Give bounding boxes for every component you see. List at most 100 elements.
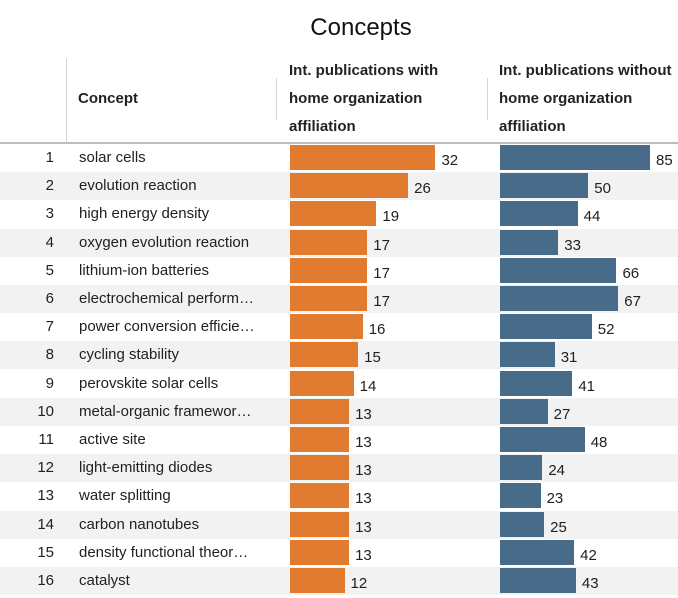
concept-label[interactable]: solar cells bbox=[79, 149, 146, 166]
concept-label[interactable]: high energy density bbox=[79, 205, 210, 223]
concept-label[interactable]: catalyst bbox=[79, 572, 130, 589]
table-row[interactable]: 3 high energy density 19 44 bbox=[0, 200, 678, 228]
header-line: home organization bbox=[499, 90, 633, 107]
column-header-without-affiliation[interactable]: Int. publications without home organizat… bbox=[499, 57, 678, 141]
concept-label[interactable]: electrochemical perform… bbox=[79, 290, 255, 307]
table-row[interactable]: 2 evolution reaction 26 50 bbox=[0, 172, 678, 201]
table-row[interactable]: 1 solar cells 32 85 bbox=[0, 144, 678, 172]
value-label-without: 44 bbox=[583, 208, 601, 226]
bar-with-affiliation[interactable] bbox=[290, 483, 350, 509]
bar-with-affiliation[interactable] bbox=[290, 342, 359, 368]
bar-with-affiliation[interactable] bbox=[290, 314, 363, 340]
concept-label[interactable]: evolution reaction bbox=[79, 177, 197, 195]
row-rank: 2 bbox=[45, 177, 54, 195]
bar-without-affiliation[interactable] bbox=[500, 145, 650, 170]
column-header-concept[interactable]: Concept bbox=[78, 90, 138, 107]
concept-label[interactable]: perovskite solar cells bbox=[79, 374, 219, 392]
value-label-with: 13 bbox=[355, 462, 372, 480]
bar-with-affiliation[interactable] bbox=[290, 455, 350, 481]
value-label-with: 17 bbox=[373, 264, 390, 282]
bar-without-affiliation[interactable] bbox=[500, 257, 617, 283]
table-row[interactable]: 16 catalyst 12 43 bbox=[0, 567, 678, 595]
concept-label[interactable]: carbon nanotubes bbox=[79, 515, 200, 533]
concept-label[interactable]: active site bbox=[79, 431, 146, 448]
concept-label[interactable]: lithium-ion batteries bbox=[79, 261, 210, 279]
row-rank: 6 bbox=[45, 290, 54, 307]
bar-without-affiliation[interactable] bbox=[500, 539, 575, 565]
value-label-without: 66 bbox=[622, 264, 640, 282]
concept-label[interactable]: oxygen evolution reaction bbox=[79, 233, 250, 251]
row-rank: 1 bbox=[45, 149, 54, 166]
bar-without-affiliation[interactable] bbox=[500, 511, 545, 537]
bar-with-affiliation[interactable] bbox=[290, 511, 350, 537]
value-label-without: 33 bbox=[564, 236, 581, 254]
concept-label[interactable]: metal-organic framewor… bbox=[79, 402, 252, 420]
value-label-without: 43 bbox=[581, 575, 599, 592]
row-rank: 7 bbox=[45, 318, 54, 336]
value-label-with: 19 bbox=[382, 208, 400, 226]
value-label-without: 85 bbox=[656, 152, 673, 169]
table-row[interactable]: 6 electrochemical perform… 17 67 bbox=[0, 285, 678, 313]
table-row[interactable]: 14 carbon nanotubes 13 25 bbox=[0, 510, 678, 539]
row-rank: 11 bbox=[38, 431, 54, 448]
table-row[interactable]: 4 oxygen evolution reaction 17 33 bbox=[0, 228, 678, 257]
table-row[interactable]: 7 power conversion efficie… 16 52 bbox=[0, 313, 678, 341]
row-rank: 12 bbox=[37, 459, 54, 477]
bar-with-affiliation[interactable] bbox=[290, 370, 354, 396]
concept-label[interactable]: cycling stability bbox=[79, 346, 180, 364]
bar-without-affiliation[interactable] bbox=[500, 173, 589, 199]
bar-with-affiliation[interactable] bbox=[290, 568, 345, 593]
bar-without-affiliation[interactable] bbox=[500, 314, 592, 340]
value-label-without: 52 bbox=[597, 321, 615, 339]
value-label-with: 13 bbox=[355, 405, 372, 423]
concept-label[interactable]: density functional theor… bbox=[79, 543, 249, 561]
concept-label[interactable]: light-emitting diodes bbox=[79, 459, 213, 477]
concept-label[interactable]: water splitting bbox=[79, 487, 171, 505]
bar-with-affiliation[interactable] bbox=[290, 173, 409, 199]
bar-without-affiliation[interactable] bbox=[500, 342, 555, 368]
bar-with-affiliation[interactable] bbox=[290, 145, 436, 170]
value-label-with: 13 bbox=[355, 490, 372, 508]
bar-without-affiliation[interactable] bbox=[500, 370, 573, 396]
row-rank: 4 bbox=[45, 233, 54, 251]
table-row[interactable]: 9 perovskite solar cells 14 41 bbox=[0, 370, 678, 398]
bar-with-affiliation[interactable] bbox=[290, 257, 368, 283]
bar-without-affiliation[interactable] bbox=[500, 483, 541, 509]
bar-with-affiliation[interactable] bbox=[290, 427, 350, 452]
bar-without-affiliation[interactable] bbox=[500, 229, 559, 255]
bar-with-affiliation[interactable] bbox=[290, 229, 368, 255]
bar-with-affiliation[interactable] bbox=[290, 286, 368, 311]
bar-with-affiliation[interactable] bbox=[290, 201, 377, 227]
value-label-with: 13 bbox=[355, 434, 372, 451]
bar-without-affiliation[interactable] bbox=[500, 568, 576, 593]
value-label-without: 24 bbox=[548, 462, 566, 480]
table-row[interactable]: 10 metal-organic framewor… 13 27 bbox=[0, 397, 678, 426]
value-label-without: 27 bbox=[553, 405, 571, 423]
column-header-with-affiliation[interactable]: Int. publications with home organization… bbox=[289, 57, 479, 141]
row-rank: 15 bbox=[37, 543, 54, 561]
row-rank: 10 bbox=[37, 402, 54, 420]
table-row[interactable]: 11 active site 13 48 bbox=[0, 426, 678, 454]
table-row[interactable]: 15 density functional theor… 13 42 bbox=[0, 539, 678, 567]
bar-without-affiliation[interactable] bbox=[500, 455, 543, 481]
row-rank: 16 bbox=[37, 572, 54, 589]
table-row[interactable]: 13 water splitting 13 23 bbox=[0, 482, 678, 510]
bar-without-affiliation[interactable] bbox=[500, 398, 548, 424]
bar-without-affiliation[interactable] bbox=[500, 201, 578, 227]
value-label-with: 13 bbox=[355, 546, 372, 564]
value-label-with: 13 bbox=[355, 518, 372, 536]
table-row[interactable]: 5 lithium-ion batteries 17 66 bbox=[0, 257, 678, 285]
bar-with-affiliation[interactable] bbox=[290, 539, 350, 565]
row-rank: 3 bbox=[45, 205, 54, 223]
bar-without-affiliation[interactable] bbox=[500, 286, 619, 311]
value-label-without: 23 bbox=[546, 490, 564, 508]
header-divider bbox=[0, 142, 678, 144]
value-label-with: 17 bbox=[373, 236, 390, 254]
bar-with-affiliation[interactable] bbox=[290, 398, 350, 424]
row-rank: 8 bbox=[45, 346, 54, 364]
column-divider bbox=[276, 78, 277, 120]
table-row[interactable]: 8 cycling stability 15 31 bbox=[0, 341, 678, 370]
table-row[interactable]: 12 light-emitting diodes 13 24 bbox=[0, 454, 678, 483]
concept-label[interactable]: power conversion efficie… bbox=[79, 318, 255, 336]
bar-without-affiliation[interactable] bbox=[500, 427, 585, 452]
